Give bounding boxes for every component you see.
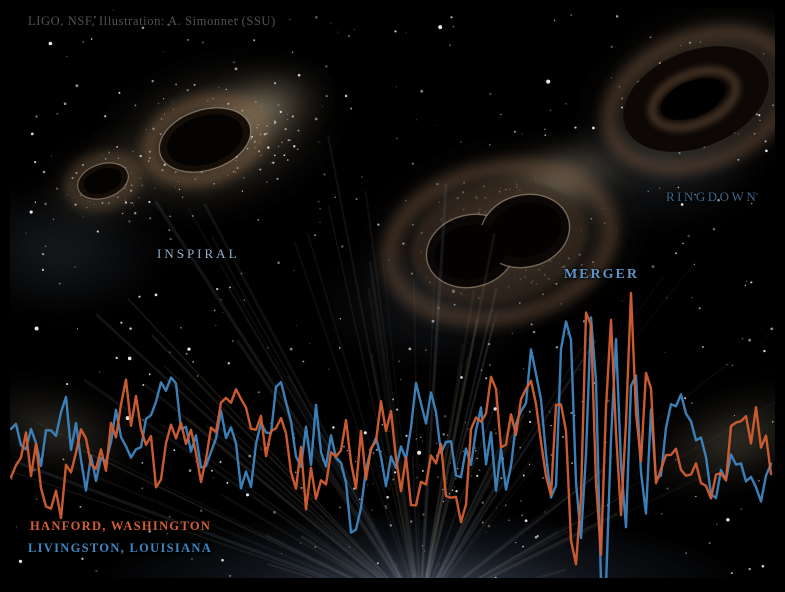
hanford-waveform bbox=[10, 291, 773, 566]
merger-dust-ring bbox=[381, 158, 619, 328]
inspiral-label: INSPIRAL bbox=[157, 246, 240, 261]
left-blue-haze bbox=[10, 180, 170, 320]
merger-black-hole-pair bbox=[381, 158, 619, 328]
merger-label: MERGER bbox=[564, 267, 639, 282]
inspiral-primary-dust-ring bbox=[143, 94, 267, 186]
ringdown-label: RINGDOWN bbox=[666, 189, 759, 204]
merger-shadow-right bbox=[490, 202, 562, 258]
ringdown-inner-ring bbox=[647, 66, 741, 132]
inspiral-black-hole-pair bbox=[66, 94, 267, 209]
inspiral-secondary-dust-ring bbox=[66, 153, 140, 209]
inspiral-secondary-shadow bbox=[83, 168, 123, 194]
bottom-center-glow bbox=[91, 510, 749, 578]
ringdown-shadow bbox=[660, 78, 726, 120]
ringdown-black-hole bbox=[601, 25, 775, 175]
strain-waveforms bbox=[10, 291, 773, 578]
bottom-left-dust bbox=[10, 368, 172, 492]
livingston-legend: LIVINGSTON, LOUISIANA bbox=[28, 541, 213, 555]
merger-shadow-left bbox=[434, 224, 506, 280]
hanford-legend: HANFORD, WASHINGTON bbox=[30, 519, 212, 533]
credit-text: LIGO, NSF, Illustration: A. Simonnet (SS… bbox=[28, 14, 276, 28]
inspiral-primary-shadow bbox=[167, 114, 243, 166]
livingston-waveform bbox=[10, 316, 773, 578]
ringdown-dust-ring bbox=[601, 25, 775, 175]
